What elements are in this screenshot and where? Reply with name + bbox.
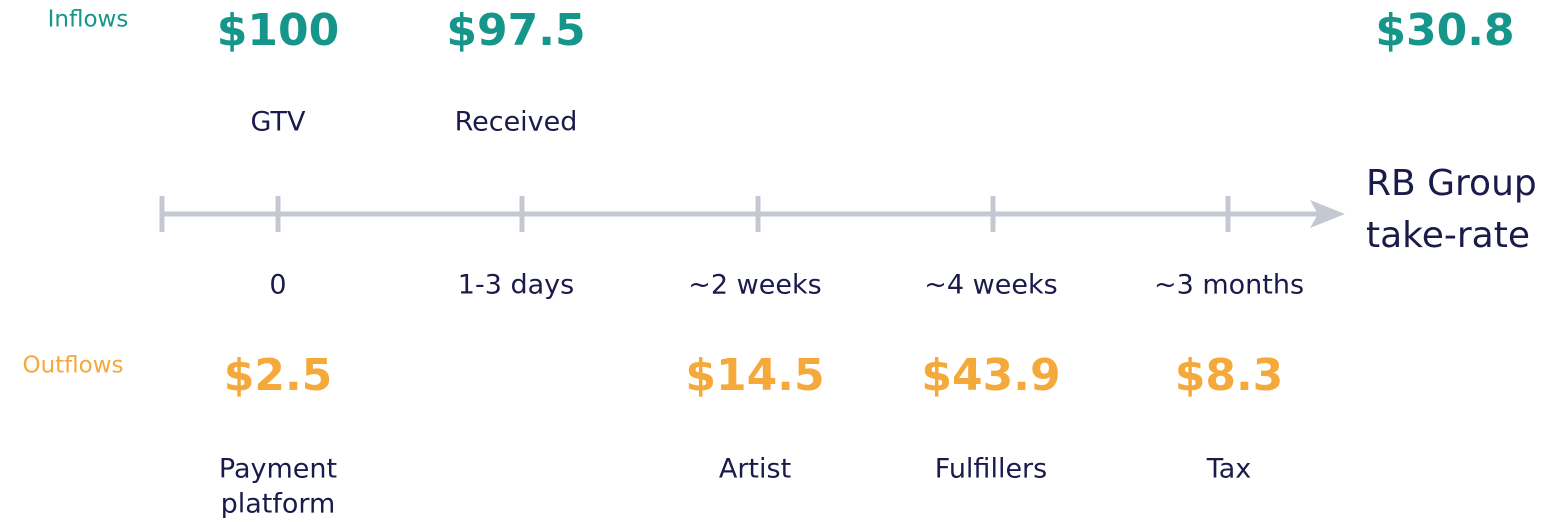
inflows-label: Inflows bbox=[48, 7, 129, 33]
outflows-label: Outflows bbox=[22, 353, 123, 379]
inflow-amount: $100 bbox=[217, 5, 339, 56]
time-label: ~4 weeks bbox=[924, 270, 1057, 301]
outflow-amount: $43.9 bbox=[921, 350, 1060, 401]
inflow-label: Received bbox=[455, 107, 578, 138]
inflow-label: GTV bbox=[251, 107, 306, 138]
time-label: ~2 weeks bbox=[688, 270, 821, 301]
outflow-amount: $2.5 bbox=[224, 350, 333, 401]
outflow-label: Tax bbox=[1206, 454, 1252, 485]
time-label: 0 bbox=[269, 270, 286, 301]
outflow-label: Payment bbox=[219, 454, 337, 485]
take-rate-label: RB Group bbox=[1366, 163, 1537, 204]
outflow-amount: $14.5 bbox=[685, 350, 824, 401]
inflow-amount: $97.5 bbox=[446, 5, 585, 56]
outflow-amount: $8.3 bbox=[1175, 350, 1284, 401]
time-label: 1-3 days bbox=[458, 270, 574, 301]
outflow-label: Artist bbox=[719, 454, 791, 485]
inflow-amount: $30.8 bbox=[1375, 5, 1514, 56]
outflow-label: platform bbox=[221, 489, 336, 520]
timeline-arrow bbox=[1310, 200, 1345, 228]
time-label: ~3 months bbox=[1154, 270, 1304, 301]
take-rate-label: take-rate bbox=[1366, 215, 1530, 256]
outflow-label: Fulfillers bbox=[935, 454, 1047, 485]
